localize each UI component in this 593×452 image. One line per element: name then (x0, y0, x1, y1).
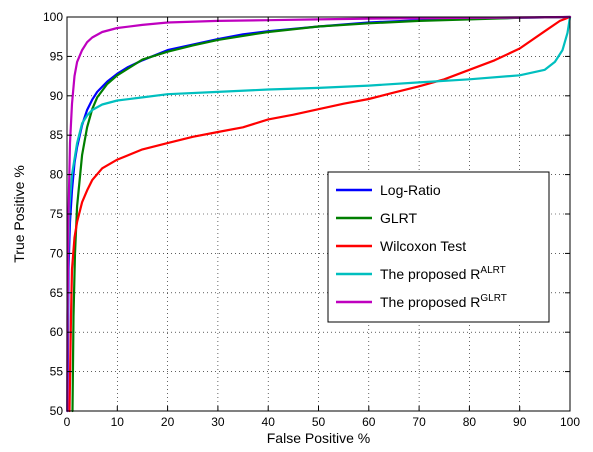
legend-label-4: The proposed RALRT (380, 265, 506, 282)
x-tick-label: 20 (161, 415, 175, 429)
legend-label-text: The proposed R (380, 266, 480, 282)
series-line-4 (66, 15, 572, 413)
legend-label-text: Wilcoxon Test (380, 238, 466, 254)
y-tick-label: 90 (50, 89, 64, 103)
y-tick-label: 65 (50, 286, 64, 300)
legend-label-superscript: GLRT (480, 293, 507, 304)
y-tick-label: 75 (50, 207, 64, 221)
y-tick-label: 50 (50, 404, 64, 418)
legend: Log-Ratio GLRT Wilcoxon Test The proposed R… (327, 171, 550, 323)
y-tick-label: 70 (50, 246, 64, 260)
legend-label-2: GLRT (380, 210, 418, 226)
x-tick-label: 70 (412, 415, 426, 429)
y-axis-label: True Positive % (11, 165, 27, 263)
legend-label-1: Log-Ratio (380, 182, 441, 198)
x-tick-label: 80 (463, 415, 477, 429)
x-tick-label: 60 (362, 415, 376, 429)
x-tick-label: 50 (312, 415, 326, 429)
legend-label-text: Log-Ratio (380, 182, 441, 198)
series-line-3 (68, 15, 572, 413)
y-tick-label: 100 (43, 10, 63, 24)
x-tick-label: 10 (111, 415, 125, 429)
axis-ticks: 0 10 20 30 40 50 60 70 80 90 100 50 55 60 65 70 75 80 85 90… (43, 10, 580, 429)
plot-series (66, 15, 572, 413)
y-tick-label: 95 (50, 49, 64, 63)
x-tick-label: 100 (560, 415, 580, 429)
legend-label-text: The proposed R (380, 294, 480, 310)
x-tick-label: 90 (513, 415, 527, 429)
x-axis-label: False Positive % (267, 430, 370, 446)
x-tick-label: 0 (64, 415, 71, 429)
series-line-2 (71, 15, 572, 413)
y-tick-label: 80 (50, 168, 64, 182)
y-tick-label: 85 (50, 128, 64, 142)
y-tick-label: 60 (50, 325, 64, 339)
y-tick-label: 55 (50, 365, 64, 379)
legend-label-3: Wilcoxon Test (380, 238, 466, 254)
legend-label-superscript: ALRT (480, 265, 505, 276)
x-tick-label: 40 (262, 415, 276, 429)
legend-label-text: GLRT (380, 210, 418, 226)
legend-label-5: The proposed RGLRT (380, 293, 507, 310)
x-tick-label: 30 (211, 415, 225, 429)
series-line-5 (66, 15, 572, 413)
